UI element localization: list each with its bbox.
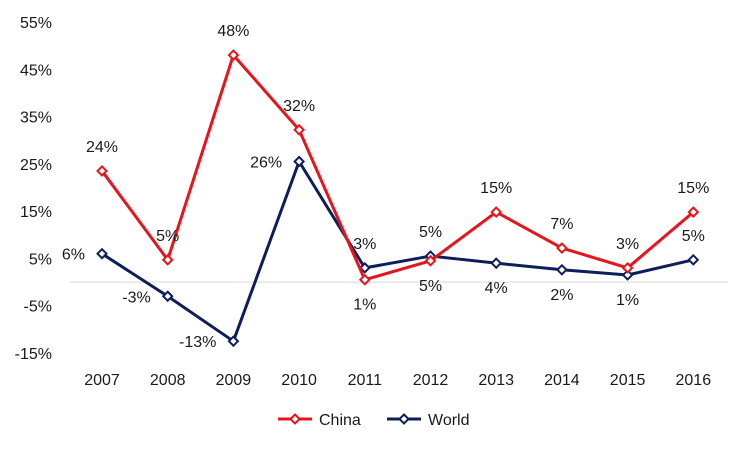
china-data-label: 7% [550, 216, 573, 233]
china-data-label: 5% [419, 278, 442, 295]
legend-item-china: China [278, 412, 361, 429]
china-point [490, 206, 503, 219]
world-point [96, 247, 108, 260]
y-tick-label: 25% [20, 157, 52, 174]
legend-marker [398, 413, 410, 425]
x-tick-label: 2007 [84, 372, 120, 389]
china-data-label: 5% [156, 228, 179, 245]
world-data-label: 2% [550, 287, 573, 304]
world-point [293, 155, 306, 168]
data-labels: 24% 5% 48% 32% 1% 5% 15% 7% 3% 15% 6% -3% -13% 26% 3% 5… [62, 23, 709, 351]
world-line [101, 159, 694, 343]
y-tick-label: 55% [20, 15, 52, 32]
world-series [96, 155, 700, 348]
x-tick-label: 2013 [478, 372, 514, 389]
world-data-label: 26% [250, 154, 282, 171]
x-axis-ticks: 2007 2008 2009 2010 2011 2012 2013 2014 2015 2016 [84, 372, 711, 389]
world-data-label: -13% [179, 334, 216, 351]
world-data-label: 3% [353, 236, 376, 253]
china-line [100, 53, 695, 282]
legend-label: China [319, 412, 361, 429]
china-data-label: 1% [353, 297, 376, 314]
china-point [161, 253, 174, 266]
y-tick-label: 45% [20, 62, 52, 79]
x-tick-label: 2014 [544, 372, 580, 389]
china-point [424, 254, 437, 267]
y-tick-label: -15% [15, 346, 52, 363]
series-lines [96, 49, 700, 348]
china-point [687, 206, 700, 219]
china-data-label: 15% [480, 180, 512, 197]
china-point [555, 242, 568, 254]
x-tick-label: 2012 [413, 372, 449, 389]
china-series [96, 49, 700, 286]
x-tick-label: 2009 [216, 372, 252, 389]
world-point [555, 263, 568, 276]
legend-label: World [428, 412, 470, 429]
legend-marker [289, 413, 301, 425]
china-data-label: 15% [677, 180, 709, 197]
world-data-label: 1% [616, 292, 639, 309]
china-data-label: 32% [283, 98, 315, 115]
x-tick-label: 2016 [676, 372, 712, 389]
x-tick-label: 2010 [281, 372, 317, 389]
y-axis-ticks: 55% 45% 35% 25% 15% 5% -5% -15% [15, 15, 52, 363]
china-data-label: 48% [217, 23, 249, 40]
legend: China World [278, 412, 470, 429]
china-point [621, 261, 634, 274]
y-tick-label: 5% [29, 251, 52, 268]
world-data-label: 4% [485, 280, 508, 297]
world-data-label: 6% [62, 247, 85, 264]
world-data-label: 5% [682, 228, 705, 245]
x-tick-label: 2011 [348, 372, 383, 389]
world-point [358, 261, 371, 274]
x-tick-label: 2015 [610, 372, 646, 389]
china-point [293, 123, 306, 136]
china-point [358, 273, 371, 286]
y-tick-label: -5% [24, 299, 52, 316]
y-tick-label: 35% [20, 110, 52, 127]
world-point [490, 257, 503, 270]
world-data-label: 5% [419, 224, 442, 241]
china-data-label: 24% [86, 139, 118, 156]
y-tick-label: 15% [20, 204, 52, 221]
world-point [227, 335, 240, 348]
world-point [161, 290, 174, 303]
world-point [621, 269, 634, 281]
china-point [96, 165, 108, 177]
world-data-label: -3% [122, 289, 150, 306]
legend-item-world: World [387, 412, 470, 429]
x-tick-label: 2008 [150, 372, 186, 389]
china-point [227, 49, 240, 62]
china-data-label: 3% [616, 236, 639, 253]
world-point [687, 253, 700, 266]
